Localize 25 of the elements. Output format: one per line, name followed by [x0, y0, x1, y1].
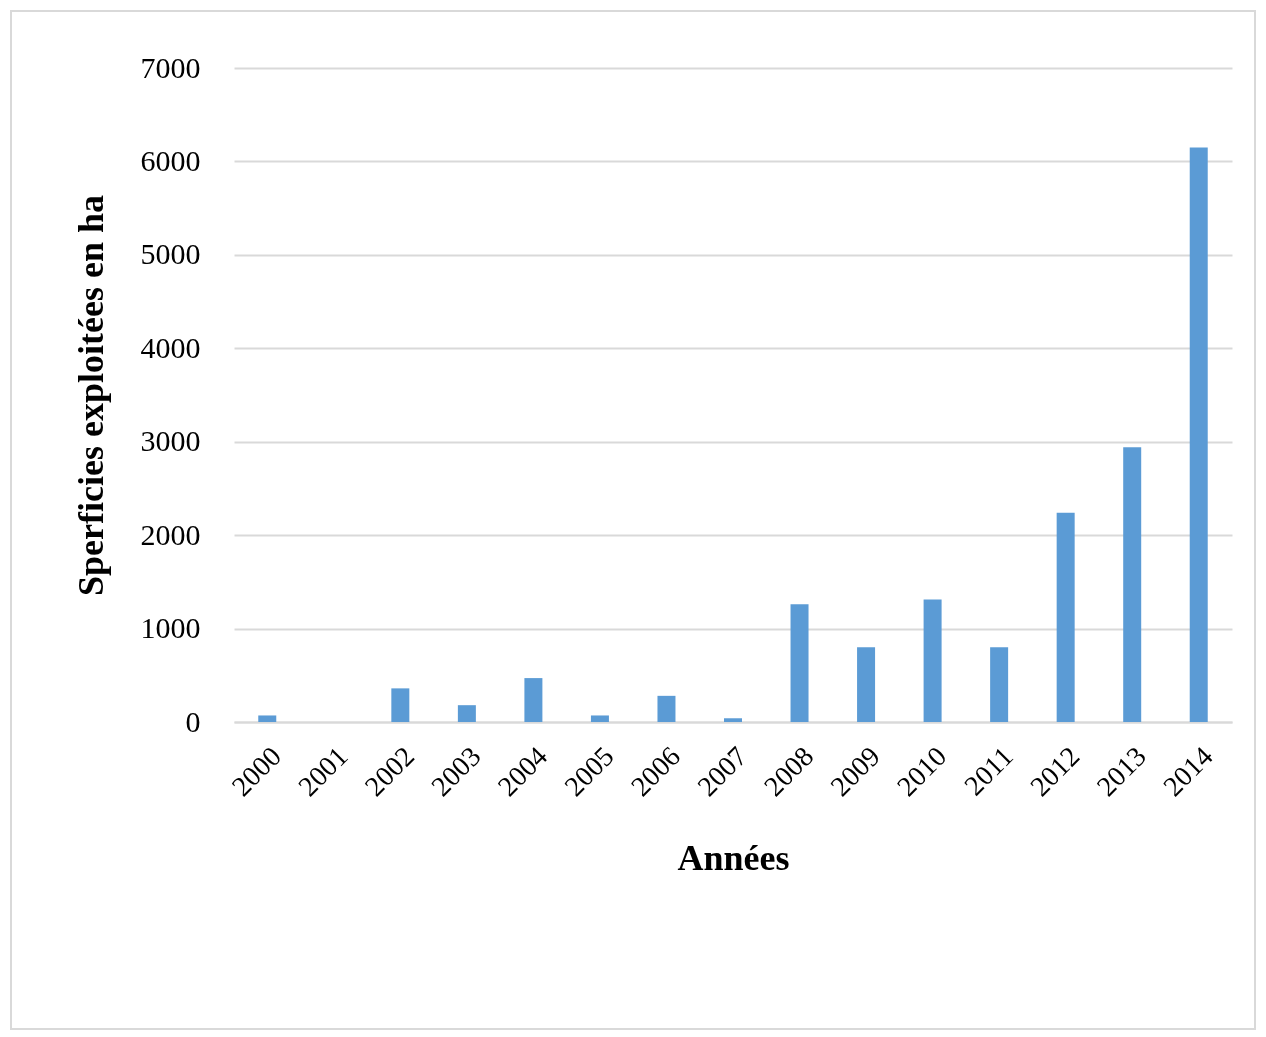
bar: [990, 647, 1009, 722]
y-tick-label: 7000: [140, 50, 201, 84]
bar: [724, 718, 742, 722]
bar: [457, 705, 476, 722]
bar: [790, 604, 809, 722]
y-tick-label: 0: [185, 704, 201, 738]
bar: [657, 695, 676, 722]
y-tick-label: 5000: [140, 237, 201, 271]
y-tick-label: 6000: [140, 143, 201, 177]
x-tick-label: 2011: [958, 740, 1019, 802]
y-tick-label: 4000: [140, 330, 201, 364]
bar: [923, 599, 942, 722]
bar: [857, 647, 876, 722]
y-tick-label: 3000: [140, 424, 201, 458]
bar: [1189, 147, 1208, 722]
y-tick-label: 1000: [140, 611, 201, 645]
y-tick-label: 2000: [140, 517, 201, 551]
bar: [1123, 447, 1142, 722]
bar: [524, 678, 543, 722]
x-axis-title: Années: [677, 837, 790, 878]
bar: [590, 715, 609, 722]
bar: [391, 688, 410, 722]
y-axis-title: Sperficies exploitées en ha: [70, 195, 111, 596]
bar: [1056, 512, 1075, 722]
bar: [258, 715, 277, 722]
